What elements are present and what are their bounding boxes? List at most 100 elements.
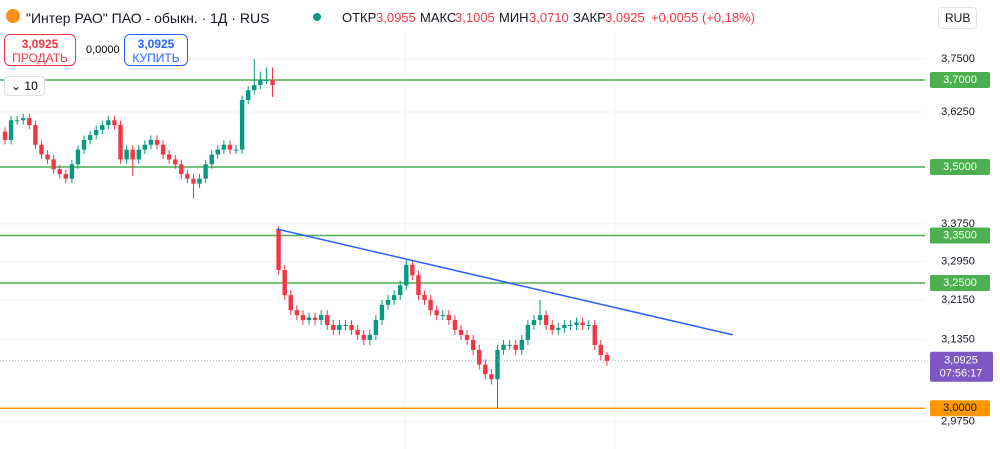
last-price-label: 3,0925 (944, 355, 978, 367)
candle-body (154, 139, 160, 145)
candle-body (416, 275, 421, 296)
candle-body (574, 322, 579, 325)
candle-body (458, 329, 464, 335)
candle-body (318, 315, 324, 321)
y-tick-label: 3,2950 (941, 255, 975, 267)
candle-body (568, 324, 573, 326)
stat-label: ОТКР (342, 10, 377, 25)
candle-body (513, 344, 518, 350)
candle-body (337, 324, 342, 330)
sell-label: ПРОДАТЬ (12, 51, 68, 65)
candle-body (75, 149, 81, 165)
level-label: 3,2500 (943, 277, 977, 289)
indicator-toggle[interactable]: ⌄ 10 (4, 76, 45, 96)
candle-body (531, 320, 537, 325)
candle-body (446, 315, 452, 321)
candle-body (562, 324, 567, 328)
sell-price: 3,0925 (21, 37, 59, 51)
candle-body (63, 174, 68, 179)
stat-label: МАКС (420, 10, 457, 25)
candle-body (166, 154, 172, 160)
buy-button[interactable]: 3,0925 КУПИТЬ (124, 34, 188, 66)
candle-body (258, 79, 263, 86)
candle-body (325, 315, 330, 325)
candle-body (556, 327, 561, 330)
candle-body (598, 344, 604, 355)
candle-body (306, 317, 312, 321)
candle-body (501, 344, 506, 350)
change: +0,0055 (+0,18%) (651, 10, 756, 25)
candle-body (452, 320, 458, 330)
candle-body (130, 149, 135, 160)
candle-body (160, 144, 166, 155)
candle-body (404, 264, 409, 286)
candle-body (477, 349, 482, 365)
candle-body (270, 79, 275, 86)
y-tick-label: 2,9750 (941, 415, 975, 427)
logo (6, 9, 20, 23)
candle-body (282, 270, 287, 296)
candle-body (45, 154, 50, 160)
level-label-box (930, 71, 990, 88)
indicator-value: 10 (24, 79, 38, 93)
y-tick-label: 3,1350 (941, 333, 975, 345)
candle-body (489, 374, 494, 380)
candle-body (300, 315, 306, 321)
candle-body (379, 304, 385, 321)
currency-button[interactable]: RUB (938, 7, 978, 29)
candle-body (124, 149, 129, 160)
candle-body (173, 159, 178, 165)
candle-body (69, 164, 75, 179)
candle-body (483, 364, 488, 375)
candle-body (410, 264, 415, 276)
candle-body (57, 169, 62, 175)
stat-label: ЗАКР (573, 10, 606, 25)
symbol-title[interactable]: "Интер РАО" ПАО - обыкн. · 1Д · RUS (26, 10, 270, 26)
candle-body (586, 324, 591, 326)
candle-body (264, 79, 269, 81)
sell-button[interactable]: 3,0925 ПРОДАТЬ (4, 34, 76, 66)
candle-body (604, 354, 610, 361)
candle-body (288, 295, 293, 311)
candle-body (191, 178, 196, 184)
candle-body (227, 144, 233, 150)
candle-body (440, 315, 445, 317)
level-label-box (930, 400, 990, 417)
candle-body (525, 324, 531, 340)
y-tick-label: 3,3750 (941, 218, 975, 230)
candle-body (21, 118, 26, 121)
status-dot (313, 13, 321, 21)
candle-body (550, 324, 555, 330)
candle-body (246, 90, 251, 101)
stat-value: 3,0925 (605, 10, 645, 25)
candle-body (94, 129, 99, 136)
candle-body (434, 310, 439, 316)
candle-body (209, 154, 214, 165)
candle-body (185, 174, 190, 179)
level-label: 3,3500 (943, 229, 977, 241)
candle-body (118, 125, 123, 160)
candle-body (537, 315, 543, 321)
spread: 0,0000 (86, 44, 120, 56)
y-tick-label: 3,2150 (941, 294, 975, 306)
buy-price: 3,0925 (137, 37, 175, 51)
candle-body (519, 339, 524, 350)
candle-body (142, 144, 148, 150)
candle-body (331, 324, 336, 330)
candle-body (592, 324, 597, 345)
candle-body (8, 120, 14, 140)
candle-body (233, 149, 239, 151)
level-label: 3,0000 (943, 402, 977, 414)
candle-body (367, 334, 372, 340)
candle-body (39, 144, 44, 155)
countdown: 07:56:17 (940, 368, 983, 380)
candle-body (361, 334, 366, 340)
buy-label: КУПИТЬ (132, 51, 180, 65)
stat-label: МИН (499, 10, 529, 25)
candle-body (507, 344, 512, 346)
candle-body (391, 295, 397, 300)
stat-value: 3,0955 (376, 10, 416, 25)
candle-body (87, 135, 93, 140)
level-label-box (930, 158, 990, 175)
